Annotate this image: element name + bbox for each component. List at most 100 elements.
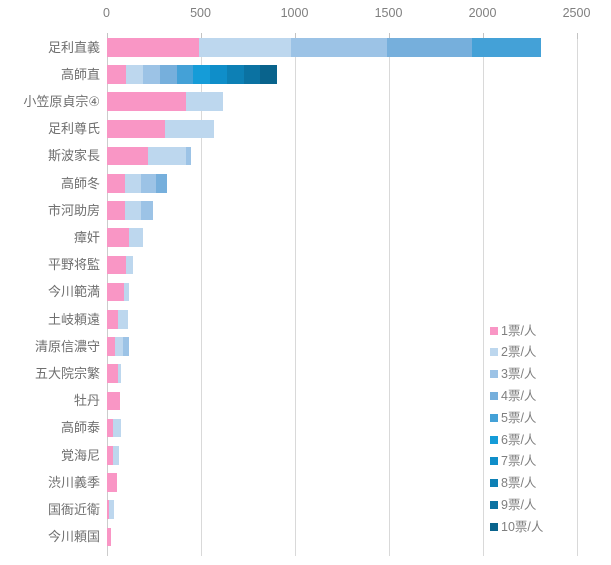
bar-segment-5票/人 xyxy=(471,38,542,57)
bar-segment-1票/人 xyxy=(107,228,129,247)
legend-label: 1票/人 xyxy=(501,323,537,338)
category-label: 足利尊氏 xyxy=(47,121,100,137)
bar-segment-5票/人 xyxy=(176,65,194,84)
bar-row xyxy=(107,337,129,356)
bar-row xyxy=(107,146,191,166)
legend-marker-icon xyxy=(490,348,498,357)
category-label: 平野将監 xyxy=(47,257,100,273)
bar-segment-1票/人 xyxy=(107,201,125,220)
bar-segment-3票/人 xyxy=(291,38,388,57)
bar-segment-2票/人 xyxy=(115,337,123,356)
x-axis-tickmark xyxy=(106,33,108,39)
legend-label: 7票/人 xyxy=(501,454,537,469)
bar-segment-9票/人 xyxy=(244,65,261,84)
bar-segment-2票/人 xyxy=(118,310,128,329)
bar-row xyxy=(107,228,143,247)
legend-marker-icon xyxy=(490,326,498,335)
bar-row xyxy=(107,310,128,329)
gridline xyxy=(576,39,578,556)
category-label: 市河助房 xyxy=(47,202,100,218)
x-axis-tickmark xyxy=(482,33,484,39)
category-label: 今川範満 xyxy=(47,284,100,300)
bar-segment-1票/人 xyxy=(107,473,118,492)
bar-segment-10票/人 xyxy=(260,65,278,84)
bar-segment-2票/人 xyxy=(185,92,223,111)
bar-segment-1票/人 xyxy=(107,119,166,139)
bar-segment-2票/人 xyxy=(112,446,120,465)
bar-row xyxy=(107,92,223,111)
legend-label: 10票/人 xyxy=(501,519,544,534)
legend-item: 5票/人 xyxy=(490,410,536,426)
bar-segment-1票/人 xyxy=(107,146,149,166)
bar-segment-2票/人 xyxy=(165,119,215,139)
x-axis-tick-label: 1500 xyxy=(374,6,403,20)
legend-marker-icon xyxy=(490,522,498,531)
gridline xyxy=(200,39,202,556)
gridline xyxy=(294,39,296,556)
category-label: 牡丹 xyxy=(73,393,100,409)
legend-item: 3票/人 xyxy=(490,366,536,382)
legend-marker-icon xyxy=(490,370,498,379)
category-label: 小笠原貞宗④ xyxy=(23,93,100,109)
category-label: 五大院宗繁 xyxy=(34,365,100,381)
bar-segment-2票/人 xyxy=(124,201,141,220)
bar-segment-4票/人 xyxy=(387,38,472,57)
legend-item: 10票/人 xyxy=(490,519,543,535)
bar-row xyxy=(107,446,120,465)
x-axis-tick-label: 2500 xyxy=(562,6,591,20)
legend-marker-icon xyxy=(490,413,498,422)
bar-segment-4票/人 xyxy=(159,65,177,84)
bar-segment-1票/人 xyxy=(107,38,200,57)
category-label: 高師冬 xyxy=(60,175,100,191)
x-axis-tickmark xyxy=(388,33,390,39)
category-label: 覚海尼 xyxy=(60,447,100,463)
bar-segment-1票/人 xyxy=(107,337,116,356)
x-axis-tickmark xyxy=(294,33,296,39)
bar-row xyxy=(107,255,134,275)
bar-row xyxy=(107,38,542,57)
legend-item: 9票/人 xyxy=(490,497,536,513)
legend-label: 4票/人 xyxy=(501,388,537,403)
bar-segment-1票/人 xyxy=(107,282,124,302)
x-axis-tick-label: 0 xyxy=(103,6,110,20)
bar-row xyxy=(107,65,278,84)
category-label: 高師直 xyxy=(60,66,100,82)
legend-label: 6票/人 xyxy=(501,432,537,447)
bar-row xyxy=(107,500,114,519)
bar-segment-1票/人 xyxy=(107,500,109,519)
bar-segment-3票/人 xyxy=(142,65,160,84)
legend-item: 6票/人 xyxy=(490,432,536,448)
bar-segment-2票/人 xyxy=(123,282,129,302)
legend-marker-icon xyxy=(490,391,498,400)
bar-segment-2票/人 xyxy=(128,228,143,247)
category-label: 斯波家長 xyxy=(47,148,100,164)
legend-item: 2票/人 xyxy=(490,344,536,360)
legend-label: 3票/人 xyxy=(501,367,537,382)
x-axis-tick-label: 500 xyxy=(190,6,211,20)
category-label: 土岐頼遠 xyxy=(47,311,100,327)
bar-segment-1票/人 xyxy=(107,174,125,193)
legend-marker-icon xyxy=(490,457,498,466)
bar-segment-2票/人 xyxy=(199,38,292,57)
gridline xyxy=(482,39,484,556)
legend-label: 5票/人 xyxy=(501,410,537,425)
bar-segment-2票/人 xyxy=(124,174,141,193)
category-label: 渋川義季 xyxy=(47,474,100,490)
category-label: 国衙近衛 xyxy=(47,501,100,517)
x-axis-tick-label: 2000 xyxy=(468,6,497,20)
bar-segment-2票/人 xyxy=(112,418,122,438)
bar-row xyxy=(107,174,168,193)
legend-item: 7票/人 xyxy=(490,453,536,469)
bar-segment-3票/人 xyxy=(122,337,129,356)
bar-row xyxy=(107,201,154,220)
x-axis-tickmark xyxy=(576,33,578,39)
bar-row xyxy=(107,364,122,383)
legend-marker-icon xyxy=(490,479,498,488)
bar-segment-6票/人 xyxy=(193,65,211,84)
bar-segment-2票/人 xyxy=(118,364,122,383)
bar-segment-4票/人 xyxy=(155,174,168,193)
bar-row xyxy=(107,119,215,139)
bar-segment-1票/人 xyxy=(107,92,186,111)
bar-segment-3票/人 xyxy=(185,146,191,166)
bar-segment-1票/人 xyxy=(107,527,111,547)
